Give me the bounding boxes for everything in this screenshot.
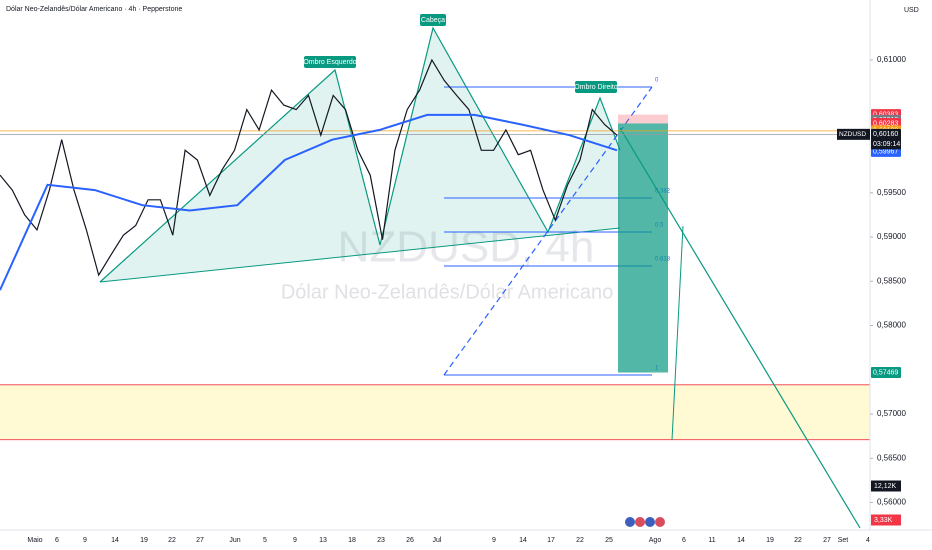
pane-badge-label: 12,12K <box>874 483 897 490</box>
x-tick-label: 22 <box>168 537 176 544</box>
x-tick-label: Jun <box>229 537 240 544</box>
x-tick-label: 14 <box>737 537 745 544</box>
x-tick-label: 26 <box>406 537 414 544</box>
x-tick-label: 19 <box>766 537 774 544</box>
symbol-badge-bg <box>837 128 870 140</box>
x-tick-label: 25 <box>605 537 613 544</box>
x-tick-label: 6 <box>55 537 59 544</box>
price-series <box>0 58 618 277</box>
x-tick-label: 5 <box>263 537 267 544</box>
x-tick-label: 13 <box>319 537 327 544</box>
x-tick-label: 19 <box>140 537 148 544</box>
y-tick-label: 0,61000 <box>877 55 906 64</box>
y-tick-label: 0,56000 <box>877 498 906 507</box>
zone-layer <box>0 384 870 441</box>
annotation: Cabeça <box>421 17 445 24</box>
x-tick-label: 9 <box>83 537 87 544</box>
watermark-description: Dólar Neo-Zelandês/Dólar Americano <box>281 281 613 303</box>
pane-badge <box>871 514 901 526</box>
x-tick-label: 11 <box>708 537 715 544</box>
pane-badge <box>871 480 901 492</box>
stop-zone <box>618 114 668 124</box>
price-badge-label: 0,60283 <box>873 120 898 127</box>
x-tick-label: 6 <box>682 537 686 544</box>
neckline <box>99 227 621 283</box>
fib-label: 0 <box>655 78 659 84</box>
plot-layer: 00.3820.50.6181 <box>0 58 870 376</box>
annotation-bg <box>575 81 617 93</box>
x-tick-label: Jul <box>433 537 442 544</box>
price-badge <box>871 367 901 379</box>
x-tick-label: 14 <box>519 537 527 544</box>
pattern-outline <box>99 26 621 283</box>
y-tick-label: 0,56500 <box>877 453 906 462</box>
annotation: Ombro Direito <box>574 84 618 91</box>
y-tick-label: 0,59500 <box>877 188 906 197</box>
price-badge <box>871 128 901 140</box>
x-tick-label: 18 <box>348 537 356 544</box>
symbol-badge-label: NZDUSD <box>839 131 866 138</box>
x-tick-label: 27 <box>823 537 831 544</box>
x-tick-label: 22 <box>576 537 584 544</box>
annotation: Ombro Esquerdo <box>303 59 356 66</box>
y-tick-label: 0,58500 <box>877 276 906 285</box>
countdown: 03:09:14 <box>873 141 900 148</box>
x-tick-label: Maio <box>27 537 42 544</box>
y-tick-label: 0,58000 <box>877 321 906 330</box>
pane-badge-label: 3,33K <box>874 517 893 524</box>
x-tick-label: Set <box>838 537 849 544</box>
y-tick-label: 0,57000 <box>877 409 906 418</box>
target-zone <box>618 123 668 373</box>
countdown-bg <box>871 139 901 150</box>
x-tick-label: Ago <box>649 537 662 544</box>
y-tick-label: 0,59000 <box>877 232 906 241</box>
event-icons <box>625 517 665 527</box>
x-tick-label: 9 <box>293 537 297 544</box>
zone-band <box>0 384 870 440</box>
x-tick-label: 23 <box>377 537 385 544</box>
currency: USD <box>904 7 919 14</box>
pattern-fill <box>100 28 620 282</box>
x-tick-label: 22 <box>794 537 802 544</box>
x-tick-label: 17 <box>547 537 555 544</box>
x-tick-label: 4 <box>866 537 870 544</box>
x-tick-label: 9 <box>492 537 496 544</box>
price-badge-label: 0,59967 <box>873 148 898 155</box>
price-badge-label: 0,57469 <box>873 369 898 376</box>
annotation-bg <box>420 14 446 26</box>
price-series <box>0 113 618 291</box>
x-tick-label: 14 <box>111 537 119 544</box>
x-tick-label: 27 <box>196 537 204 544</box>
projection-leg <box>671 225 684 441</box>
annotation-bg <box>304 56 356 68</box>
chart-title: Dólar Neo-Zelandês/Dólar Americano · 4h … <box>6 6 182 13</box>
price-badge-label: 0,60160 <box>873 131 898 138</box>
